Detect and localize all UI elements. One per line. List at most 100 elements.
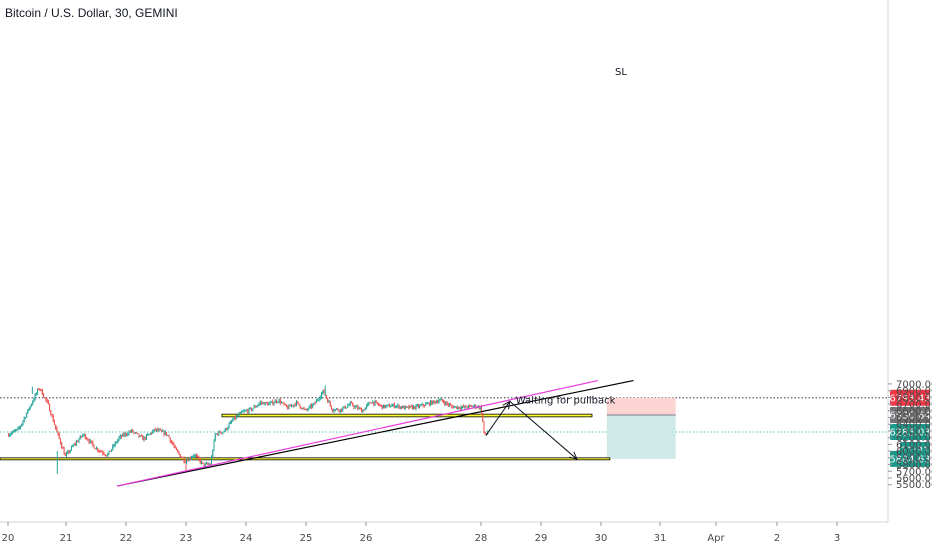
support-zone xyxy=(0,457,611,461)
candle-body xyxy=(479,406,481,409)
candle-body xyxy=(291,405,292,407)
candle-body xyxy=(294,404,296,406)
candle-body xyxy=(482,413,484,422)
candle-body xyxy=(9,434,11,437)
candle-body xyxy=(351,402,352,404)
candle-body xyxy=(39,389,41,391)
candle-body xyxy=(393,404,395,408)
candle-body xyxy=(55,424,57,429)
candle-body xyxy=(420,405,422,407)
candle-body xyxy=(395,406,396,408)
candle-body xyxy=(328,401,330,403)
candle-body xyxy=(161,430,162,432)
candle-body xyxy=(174,446,176,448)
candle-body xyxy=(409,405,411,409)
candle-body xyxy=(229,421,231,424)
candle-body xyxy=(34,394,36,400)
x-tick-label: 31 xyxy=(654,533,667,544)
candle-body xyxy=(263,402,265,405)
candle-body xyxy=(143,437,145,441)
candle-body xyxy=(154,429,156,431)
candle-body xyxy=(278,399,280,402)
candle-body xyxy=(425,403,427,406)
candle-body xyxy=(134,432,136,434)
candle-body xyxy=(182,457,184,459)
candle-body xyxy=(57,431,59,434)
candle-body xyxy=(117,439,119,443)
candle-body xyxy=(28,408,30,410)
candle-body xyxy=(191,457,192,459)
candle-body xyxy=(94,448,96,450)
x-tick-label: 28 xyxy=(475,533,488,544)
candle-body xyxy=(334,409,336,411)
annotations: SL Waiting for pullback 6793.43 6536.64 6285… xyxy=(485,67,931,467)
x-tick-label: 24 xyxy=(240,533,253,544)
candle-body xyxy=(414,406,416,409)
candle-body xyxy=(15,429,17,431)
candle-body xyxy=(437,401,439,403)
candle-body xyxy=(373,401,375,405)
candle-body xyxy=(445,402,447,405)
candle-body xyxy=(385,405,387,408)
candle-body xyxy=(10,433,12,435)
candle-body xyxy=(148,434,150,436)
candle-body xyxy=(329,401,331,406)
candle-body xyxy=(231,421,232,423)
candle-body xyxy=(408,406,410,409)
candle-body xyxy=(151,433,152,435)
candle-body xyxy=(27,409,29,414)
candle-body xyxy=(8,434,9,437)
candle-body xyxy=(103,453,105,455)
candle-body xyxy=(21,423,23,426)
candle-body xyxy=(441,399,443,402)
candle-body xyxy=(159,429,161,431)
candle-body xyxy=(163,430,165,435)
candle-body xyxy=(69,450,71,453)
candlesticks xyxy=(8,385,489,474)
candle-body xyxy=(196,455,197,457)
candle-body xyxy=(312,404,314,408)
candle-body xyxy=(267,403,269,406)
candle-body xyxy=(49,404,51,412)
candle-body xyxy=(51,414,53,416)
candle-body xyxy=(144,437,146,439)
candle-body xyxy=(338,410,340,412)
candle-body xyxy=(384,404,386,408)
candle-body xyxy=(396,405,398,407)
candle-body xyxy=(283,402,285,405)
candle-body xyxy=(405,406,407,408)
candle-body xyxy=(464,405,466,408)
take-profit-zone xyxy=(606,415,676,459)
candle-body xyxy=(98,450,100,452)
candle-body xyxy=(484,432,486,434)
candle-body xyxy=(107,453,109,456)
candle-body xyxy=(178,451,180,455)
candle-body xyxy=(141,435,142,437)
candle-body xyxy=(109,450,111,452)
candle-body xyxy=(157,428,159,431)
x-tick-label: 2 xyxy=(774,533,780,544)
candle-body xyxy=(193,455,195,457)
candle-body xyxy=(429,401,431,406)
candle-body xyxy=(16,428,18,430)
candle-body xyxy=(366,405,367,408)
candle-body xyxy=(88,440,90,443)
candle-body xyxy=(188,457,190,462)
candle-body xyxy=(20,425,22,428)
candle-body xyxy=(86,438,87,440)
y-tick-label: 6200.00 xyxy=(896,433,932,444)
candle-body xyxy=(164,432,166,435)
candle-body xyxy=(199,459,201,463)
candle-body xyxy=(211,456,212,465)
candle-body xyxy=(339,408,341,412)
candle-body xyxy=(83,434,85,436)
candle-body xyxy=(398,405,400,409)
candle-body xyxy=(73,443,75,446)
candle-body xyxy=(216,433,217,435)
candle-body xyxy=(146,434,147,439)
sl-label: SL xyxy=(615,67,627,78)
candle-body xyxy=(465,405,467,408)
x-tick-label: 29 xyxy=(535,533,548,544)
candle-body xyxy=(253,406,255,409)
